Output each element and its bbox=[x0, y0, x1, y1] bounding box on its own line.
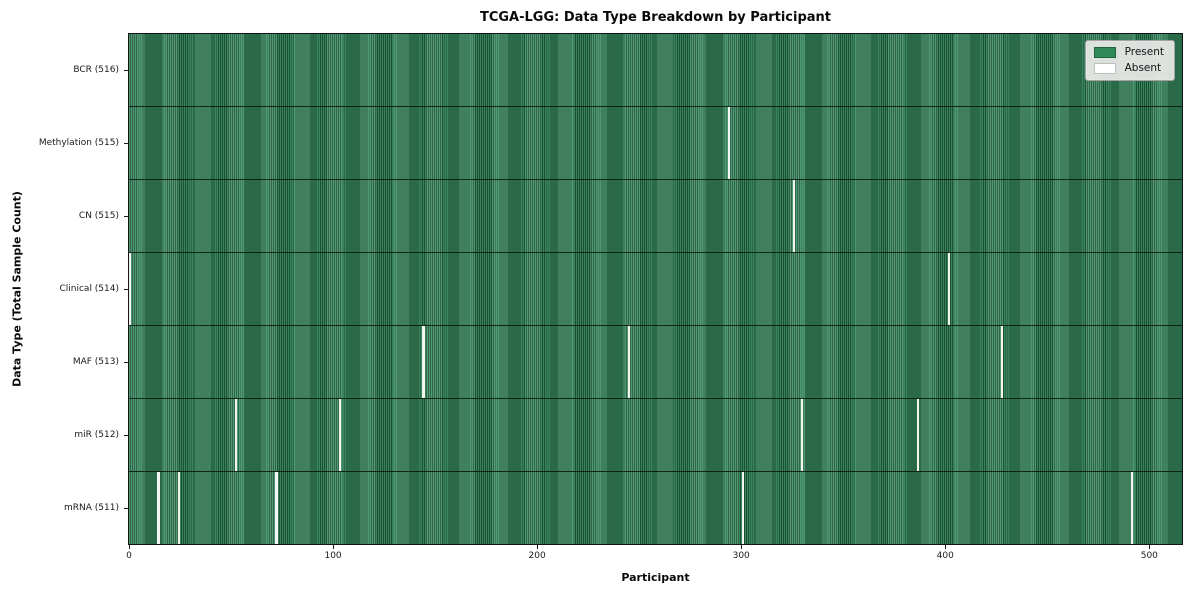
x-tick-mark bbox=[536, 545, 538, 549]
absent-gap bbox=[1130, 472, 1134, 544]
absent-gap bbox=[234, 399, 238, 471]
y-tick-label: BCR (516) bbox=[73, 64, 119, 75]
x-tick-mark bbox=[1148, 545, 1150, 549]
x-tick-mark bbox=[128, 545, 130, 549]
heatmap-row-MAF bbox=[129, 326, 1182, 399]
legend-item-present: Present bbox=[1093, 46, 1164, 58]
absent-gap bbox=[275, 472, 278, 544]
chart-title: TCGA-LGG: Data Type Breakdown by Partici… bbox=[479, 10, 832, 25]
x-axis-title: Participant bbox=[621, 571, 690, 584]
x-tick-mark bbox=[740, 545, 742, 549]
legend-label-absent: Absent bbox=[1124, 62, 1162, 74]
y-tick-cell-miR: miR (512) bbox=[0, 399, 128, 472]
legend-item-absent: Absent bbox=[1093, 62, 1164, 74]
x-tick-label: 200 bbox=[528, 551, 546, 561]
y-tick-cell-Clinical: Clinical (514) bbox=[0, 252, 128, 325]
y-tick-mark bbox=[124, 362, 128, 364]
legend-label-present: Present bbox=[1124, 46, 1164, 58]
y-tick-mark bbox=[124, 142, 128, 144]
absent-gap bbox=[627, 326, 631, 398]
x-tick-label: 100 bbox=[324, 551, 342, 561]
y-tick-cell-Methylation: Methylation (515) bbox=[0, 106, 128, 179]
absent-gap bbox=[177, 472, 181, 544]
x-tick-mark bbox=[944, 545, 946, 549]
y-tick-mark bbox=[124, 288, 128, 290]
x-tick-label: 400 bbox=[936, 551, 954, 561]
x-tick-mark bbox=[332, 545, 334, 549]
legend: Present Absent bbox=[1084, 40, 1175, 81]
y-tick-label: mRNA (511) bbox=[64, 503, 119, 514]
y-tick-cell-mRNA: mRNA (511) bbox=[0, 472, 128, 545]
absent-gap bbox=[947, 253, 950, 325]
y-tick-label: Clinical (514) bbox=[59, 283, 119, 294]
y-tick-mark bbox=[124, 69, 128, 71]
heatmap-row-BCR bbox=[129, 34, 1182, 107]
absent-gap bbox=[741, 472, 745, 544]
y-tick-mark bbox=[124, 435, 128, 437]
y-tick-cell-BCR: BCR (516) bbox=[0, 33, 128, 106]
absent-gap bbox=[727, 107, 730, 179]
x-tick-label: 500 bbox=[1140, 551, 1158, 561]
y-tick-label: MAF (513) bbox=[72, 357, 119, 368]
heatmap-rows bbox=[128, 34, 1182, 544]
heatmap-row-miR bbox=[129, 399, 1182, 472]
absent-gap bbox=[157, 472, 160, 544]
x-axis-ticks: 0 100 200 300 400 500 bbox=[126, 545, 1183, 569]
y-tick-label: CN (515) bbox=[78, 210, 119, 221]
absent-gap bbox=[338, 399, 341, 471]
heatmap-row-CN bbox=[129, 180, 1182, 253]
absent-gap bbox=[422, 326, 425, 398]
y-tick-cell-CN: CN (515) bbox=[0, 179, 128, 252]
y-axis-tick-labels: BCR (516) Methylation (515) CN (515) Clinic… bbox=[0, 33, 128, 545]
legend-swatch-absent-icon bbox=[1093, 63, 1116, 74]
heatmap-row-mRNA bbox=[129, 472, 1182, 544]
x-tick-label: 0 bbox=[126, 551, 132, 561]
y-tick-mark bbox=[124, 215, 128, 217]
y-tick-label: Methylation (515) bbox=[38, 137, 119, 148]
x-tick-label: 300 bbox=[732, 551, 750, 561]
absent-gap bbox=[917, 399, 920, 471]
absent-gap bbox=[128, 253, 132, 325]
heatmap-row-Methylation bbox=[129, 107, 1182, 180]
plot-area: Present Absent bbox=[128, 33, 1183, 545]
y-tick-mark bbox=[124, 508, 128, 510]
y-tick-label: miR (512) bbox=[74, 430, 119, 441]
legend-swatch-present-icon bbox=[1093, 47, 1116, 58]
absent-gap bbox=[1000, 326, 1003, 398]
absent-gap bbox=[792, 180, 796, 252]
y-tick-cell-MAF: MAF (513) bbox=[0, 326, 128, 399]
heatmap-row-Clinical bbox=[128, 253, 1182, 326]
absent-gap bbox=[800, 399, 804, 471]
